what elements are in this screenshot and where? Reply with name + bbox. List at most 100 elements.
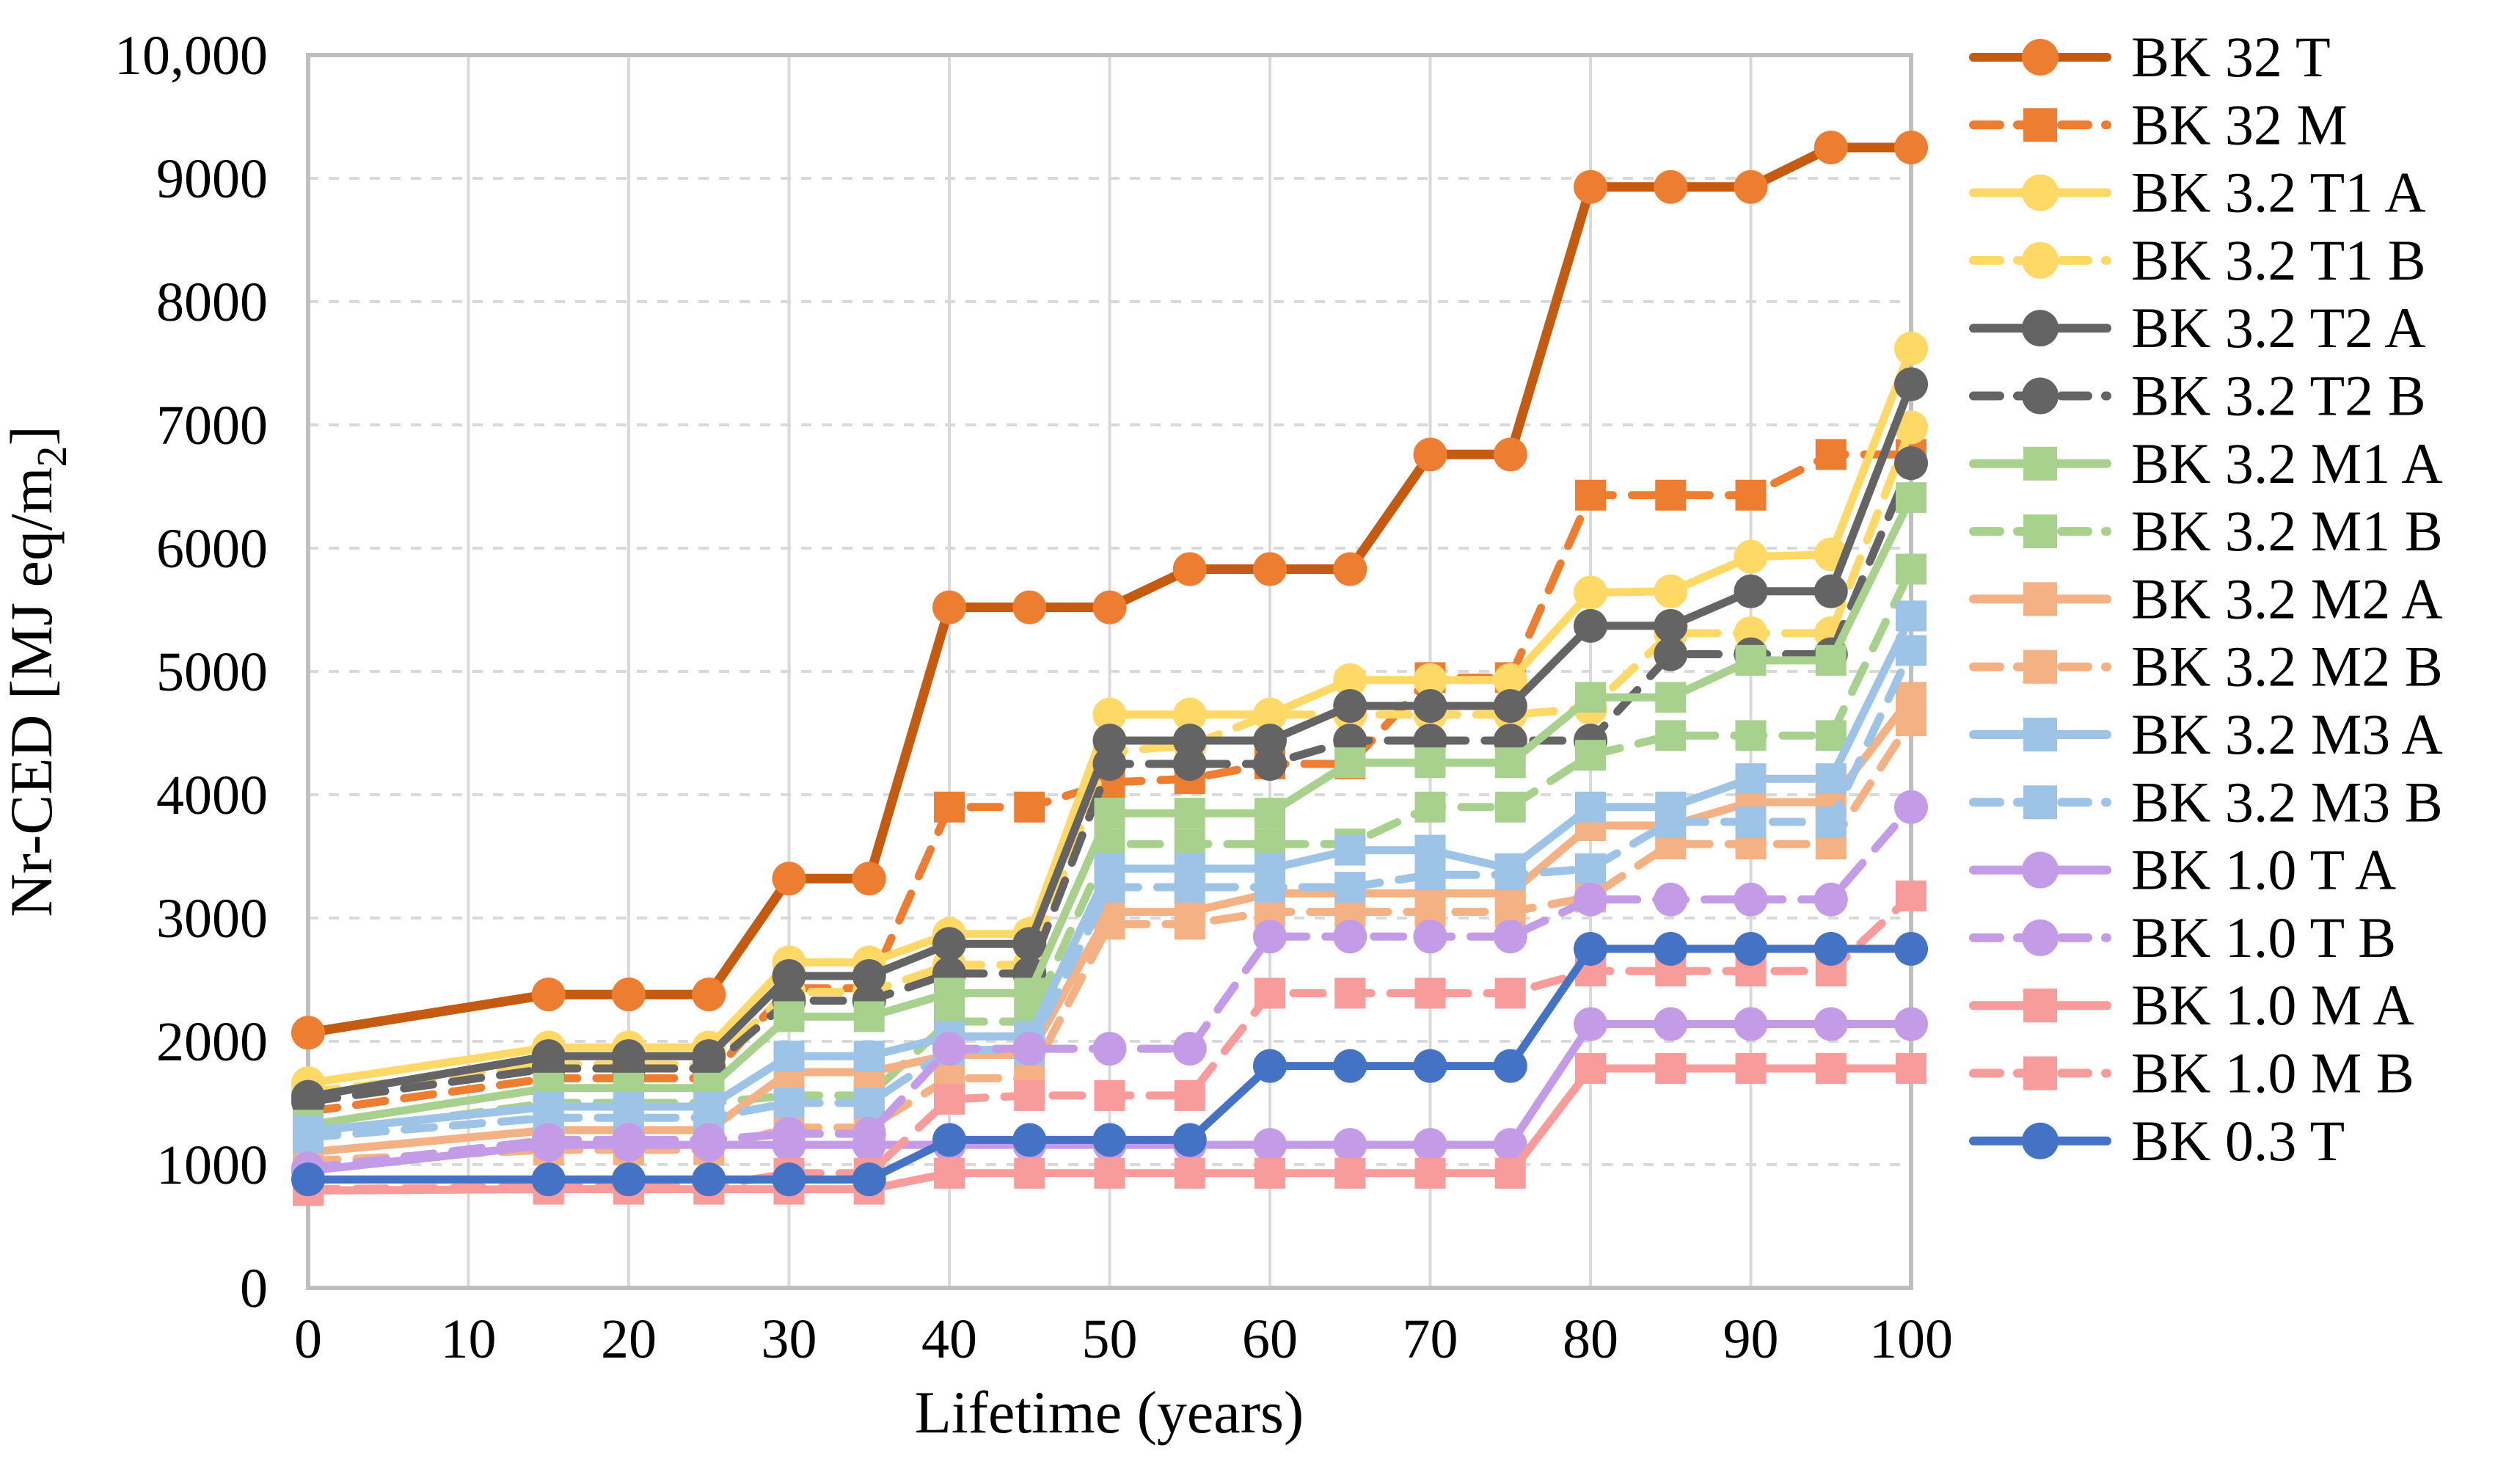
data-point-marker xyxy=(1735,763,1767,795)
data-point-marker xyxy=(1094,1157,1125,1189)
data-point-marker xyxy=(1413,689,1447,724)
data-point-marker xyxy=(612,1162,646,1197)
data-point-marker xyxy=(1894,410,1928,445)
data-point-marker xyxy=(1815,806,1847,837)
data-point-marker xyxy=(1814,1007,1848,1041)
data-point-marker xyxy=(1253,747,1287,781)
data-point-marker xyxy=(1413,663,1447,697)
data-point-marker xyxy=(1654,1007,1688,1041)
data-point-marker xyxy=(291,1016,325,1050)
legend-sample-marker xyxy=(2023,1056,2057,1090)
data-point-marker xyxy=(1734,170,1768,204)
data-point-marker xyxy=(934,1157,965,1189)
data-point-marker xyxy=(1735,720,1767,751)
legend-item-label: BK 32 M xyxy=(2131,92,2348,156)
y-axis-tick-label: 2000 xyxy=(156,1011,268,1073)
data-point-marker xyxy=(1413,1049,1447,1083)
data-point-marker xyxy=(932,927,966,961)
data-point-marker xyxy=(1172,1032,1207,1066)
data-point-marker xyxy=(1814,574,1848,608)
data-point-marker xyxy=(853,1041,885,1072)
data-point-marker xyxy=(612,1123,646,1157)
data-point-marker xyxy=(1654,882,1688,917)
data-point-marker xyxy=(1574,170,1607,204)
data-point-marker xyxy=(1574,1007,1607,1041)
legend-sample-marker xyxy=(2022,174,2059,211)
data-point-marker xyxy=(1493,437,1527,472)
data-point-marker xyxy=(773,1001,805,1033)
data-point-marker xyxy=(531,977,566,1012)
data-point-marker xyxy=(1254,1157,1285,1189)
data-point-marker xyxy=(1655,806,1687,837)
x-axis-tick-label: 60 xyxy=(1242,1308,1298,1370)
data-point-marker xyxy=(1574,882,1607,917)
x-axis-tick-label: 70 xyxy=(1403,1308,1458,1370)
data-point-marker xyxy=(1654,637,1688,671)
data-point-marker xyxy=(773,1041,805,1072)
data-point-marker xyxy=(1735,644,1767,676)
plot-frame xyxy=(306,53,1913,1290)
data-point-marker xyxy=(1493,663,1527,697)
data-point-marker xyxy=(772,958,806,993)
data-point-marker xyxy=(1575,1052,1606,1084)
data-point-marker xyxy=(1092,697,1127,732)
data-point-marker xyxy=(692,977,726,1012)
data-point-marker xyxy=(1012,1032,1047,1066)
legend-sample-marker xyxy=(2022,1122,2059,1159)
data-point-marker xyxy=(1334,834,1366,866)
data-point-marker xyxy=(1894,790,1928,824)
data-point-marker xyxy=(1575,479,1606,511)
y-axis-tick-label: 1000 xyxy=(156,1135,268,1196)
data-point-marker xyxy=(1092,1032,1127,1066)
data-point-marker xyxy=(1254,977,1285,1009)
data-point-marker xyxy=(1333,919,1367,954)
data-point-marker xyxy=(1815,1052,1847,1084)
y-axis-tick-label: 9000 xyxy=(156,148,268,210)
data-point-marker xyxy=(1654,170,1688,204)
data-point-marker xyxy=(1174,1079,1205,1111)
data-point-marker xyxy=(1333,1049,1367,1083)
data-point-marker xyxy=(853,1001,885,1033)
data-point-marker xyxy=(1894,932,1928,966)
data-point-marker xyxy=(1092,747,1127,781)
data-point-marker xyxy=(1734,882,1768,917)
x-axis-tick-label: 90 xyxy=(1723,1308,1779,1370)
data-point-marker xyxy=(1894,1007,1928,1041)
data-point-marker xyxy=(612,977,646,1012)
data-point-marker xyxy=(1334,977,1366,1009)
x-axis-tick-label: 20 xyxy=(601,1308,657,1370)
data-point-marker xyxy=(1575,791,1606,823)
data-point-marker xyxy=(1172,747,1207,781)
x-axis-tick-label: 0 xyxy=(294,1308,322,1370)
data-point-marker xyxy=(1493,689,1527,724)
data-point-marker xyxy=(1094,872,1125,903)
data-point-marker xyxy=(1814,932,1848,966)
data-point-marker xyxy=(932,1123,966,1157)
data-point-marker xyxy=(1014,1157,1045,1189)
data-point-marker xyxy=(1333,1128,1367,1162)
data-point-marker xyxy=(1735,1052,1767,1084)
data-point-marker xyxy=(1254,872,1285,903)
legend-sample-marker xyxy=(2022,851,2059,889)
data-point-marker xyxy=(1655,682,1687,713)
y-axis-tick-label: 6000 xyxy=(156,518,268,580)
data-point-marker xyxy=(1493,1128,1527,1162)
data-point-marker xyxy=(1575,853,1606,884)
data-point-marker xyxy=(1174,872,1205,903)
y-axis-tick-label: 0 xyxy=(240,1258,268,1319)
legend-sample-marker xyxy=(2022,377,2059,415)
x-axis-tick-label: 40 xyxy=(921,1308,977,1370)
data-point-marker xyxy=(1413,919,1447,954)
data-point-marker xyxy=(531,1123,566,1157)
data-point-marker xyxy=(1414,747,1446,779)
data-point-marker xyxy=(1014,791,1045,823)
data-point-marker xyxy=(1814,882,1848,917)
legend-item-label: BK 3.2 T1 A xyxy=(2131,161,2426,225)
data-point-marker xyxy=(1254,798,1285,829)
data-point-marker xyxy=(1174,798,1205,829)
legend-item-label: BK 3.2 M2 A xyxy=(2131,567,2443,630)
data-point-marker xyxy=(1654,932,1688,966)
data-point-marker xyxy=(1413,1128,1447,1162)
data-point-marker xyxy=(1814,131,1848,164)
data-point-marker xyxy=(1253,1049,1287,1083)
